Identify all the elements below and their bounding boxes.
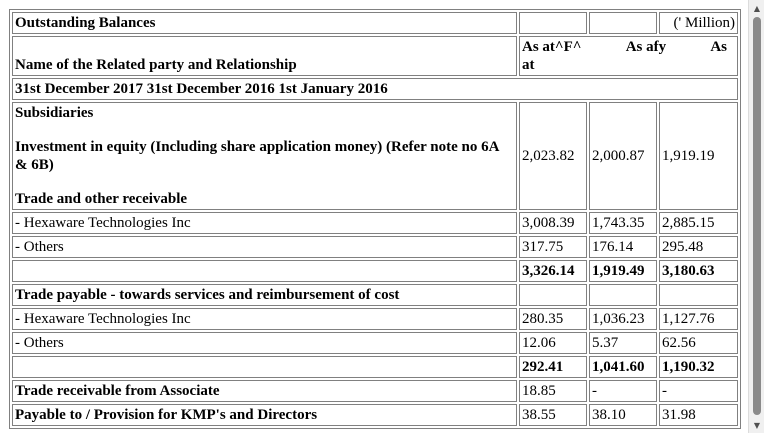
value-cell: 38.55 xyxy=(519,404,587,426)
value-cell: 31.98 xyxy=(659,404,738,426)
table-row: Payable to / Provision for KMP's and Dir… xyxy=(12,404,738,426)
total-cell: 3,326.14 xyxy=(519,260,587,282)
spacer xyxy=(15,122,514,138)
empty-cell xyxy=(519,12,587,34)
col-header-at: at xyxy=(522,57,535,73)
total-cell: 292.41 xyxy=(519,356,587,378)
scroll-up-icon[interactable]: ▲ xyxy=(753,3,761,13)
row-label-header: Name of the Related party and Relationsh… xyxy=(12,36,517,76)
value-cell: - xyxy=(659,380,738,402)
table-title: Outstanding Balances xyxy=(12,12,517,34)
empty-cell xyxy=(519,284,587,306)
value-cell: 176.14 xyxy=(589,236,657,258)
scroll-down-icon[interactable]: ▼ xyxy=(753,420,761,430)
outstanding-balances-table: Outstanding Balances (' Million) Name of… xyxy=(9,9,741,429)
row-label: - Others xyxy=(12,332,517,354)
col-header-afy: As afy xyxy=(625,39,667,55)
table-row: 292.41 1,041.60 1,190.32 xyxy=(12,356,738,378)
investment-value-2017: 2,023.82 xyxy=(519,102,587,210)
value-cell: - xyxy=(589,380,657,402)
table-row: 31st December 2017 31st December 2016 1s… xyxy=(12,78,738,100)
subsidiaries-block: Subsidiaries Investment in equity (Inclu… xyxy=(12,102,517,210)
row-label: Payable to / Provision for KMP's and Dir… xyxy=(12,404,517,426)
value-cell: 12.06 xyxy=(519,332,587,354)
total-cell: 1,919.49 xyxy=(589,260,657,282)
table-row: Trade payable - towards services and rei… xyxy=(12,284,738,306)
spacer xyxy=(15,174,514,190)
total-cell: 1,041.60 xyxy=(589,356,657,378)
value-cell: 280.35 xyxy=(519,308,587,330)
value-cell: 62.56 xyxy=(659,332,738,354)
table-row: Subsidiaries Investment in equity (Inclu… xyxy=(12,102,738,210)
value-cell: 18.85 xyxy=(519,380,587,402)
empty-cell xyxy=(659,284,738,306)
column-header-group: As at^F^ As afy As at xyxy=(519,36,738,76)
col-header-as-at: As at^F^ xyxy=(522,39,582,55)
table-row: Trade receivable from Associate 18.85 - … xyxy=(12,380,738,402)
value-cell: 1,743.35 xyxy=(589,212,657,234)
value-cell: 5.37 xyxy=(589,332,657,354)
value-cell: 3,008.39 xyxy=(519,212,587,234)
unit-label: (' Million) xyxy=(659,12,738,34)
trade-other-receivable-heading: Trade and other receivable xyxy=(15,191,188,207)
empty-cell xyxy=(12,260,517,282)
value-cell: 38.10 xyxy=(589,404,657,426)
empty-cell xyxy=(589,284,657,306)
table-row: Outstanding Balances (' Million) xyxy=(12,12,738,34)
payable-heading: Trade payable - towards services and rei… xyxy=(12,284,517,306)
table-row: - Others 317.75 176.14 295.48 xyxy=(12,236,738,258)
investment-value-jan2016: 1,919.19 xyxy=(659,102,738,210)
scrollbar-thumb[interactable] xyxy=(753,17,761,415)
table-row: - Others 12.06 5.37 62.56 xyxy=(12,332,738,354)
investment-label: Investment in equity (Including share ap… xyxy=(15,139,499,173)
col-header-as: As xyxy=(710,39,727,55)
dates-line: 31st December 2017 31st December 2016 1s… xyxy=(12,78,738,100)
document-viewport: Outstanding Balances (' Million) Name of… xyxy=(9,9,741,429)
value-cell: 2,885.15 xyxy=(659,212,738,234)
table-row: 3,326.14 1,919.49 3,180.63 xyxy=(12,260,738,282)
total-cell: 3,180.63 xyxy=(659,260,738,282)
value-cell: 295.48 xyxy=(659,236,738,258)
column-header-line: As at^F^ As afy As xyxy=(520,37,737,56)
empty-cell xyxy=(589,12,657,34)
row-label: Trade receivable from Associate xyxy=(12,380,517,402)
value-cell: 1,036.23 xyxy=(589,308,657,330)
vertical-scrollbar[interactable]: ▲ ▼ xyxy=(748,0,764,433)
total-cell: 1,190.32 xyxy=(659,356,738,378)
value-cell: 317.75 xyxy=(519,236,587,258)
row-label-header-text: Name of the Related party and Relationsh… xyxy=(15,57,297,73)
table-row: - Hexaware Technologies Inc 280.35 1,036… xyxy=(12,308,738,330)
table-row: Name of the Related party and Relationsh… xyxy=(12,36,738,76)
table-row: - Hexaware Technologies Inc 3,008.39 1,7… xyxy=(12,212,738,234)
investment-value-2016: 2,000.87 xyxy=(589,102,657,210)
row-label: - Others xyxy=(12,236,517,258)
subsidiaries-heading: Subsidiaries xyxy=(15,105,94,121)
value-cell: 1,127.76 xyxy=(659,308,738,330)
empty-cell xyxy=(12,356,517,378)
row-label: - Hexaware Technologies Inc xyxy=(12,212,517,234)
row-label: - Hexaware Technologies Inc xyxy=(12,308,517,330)
